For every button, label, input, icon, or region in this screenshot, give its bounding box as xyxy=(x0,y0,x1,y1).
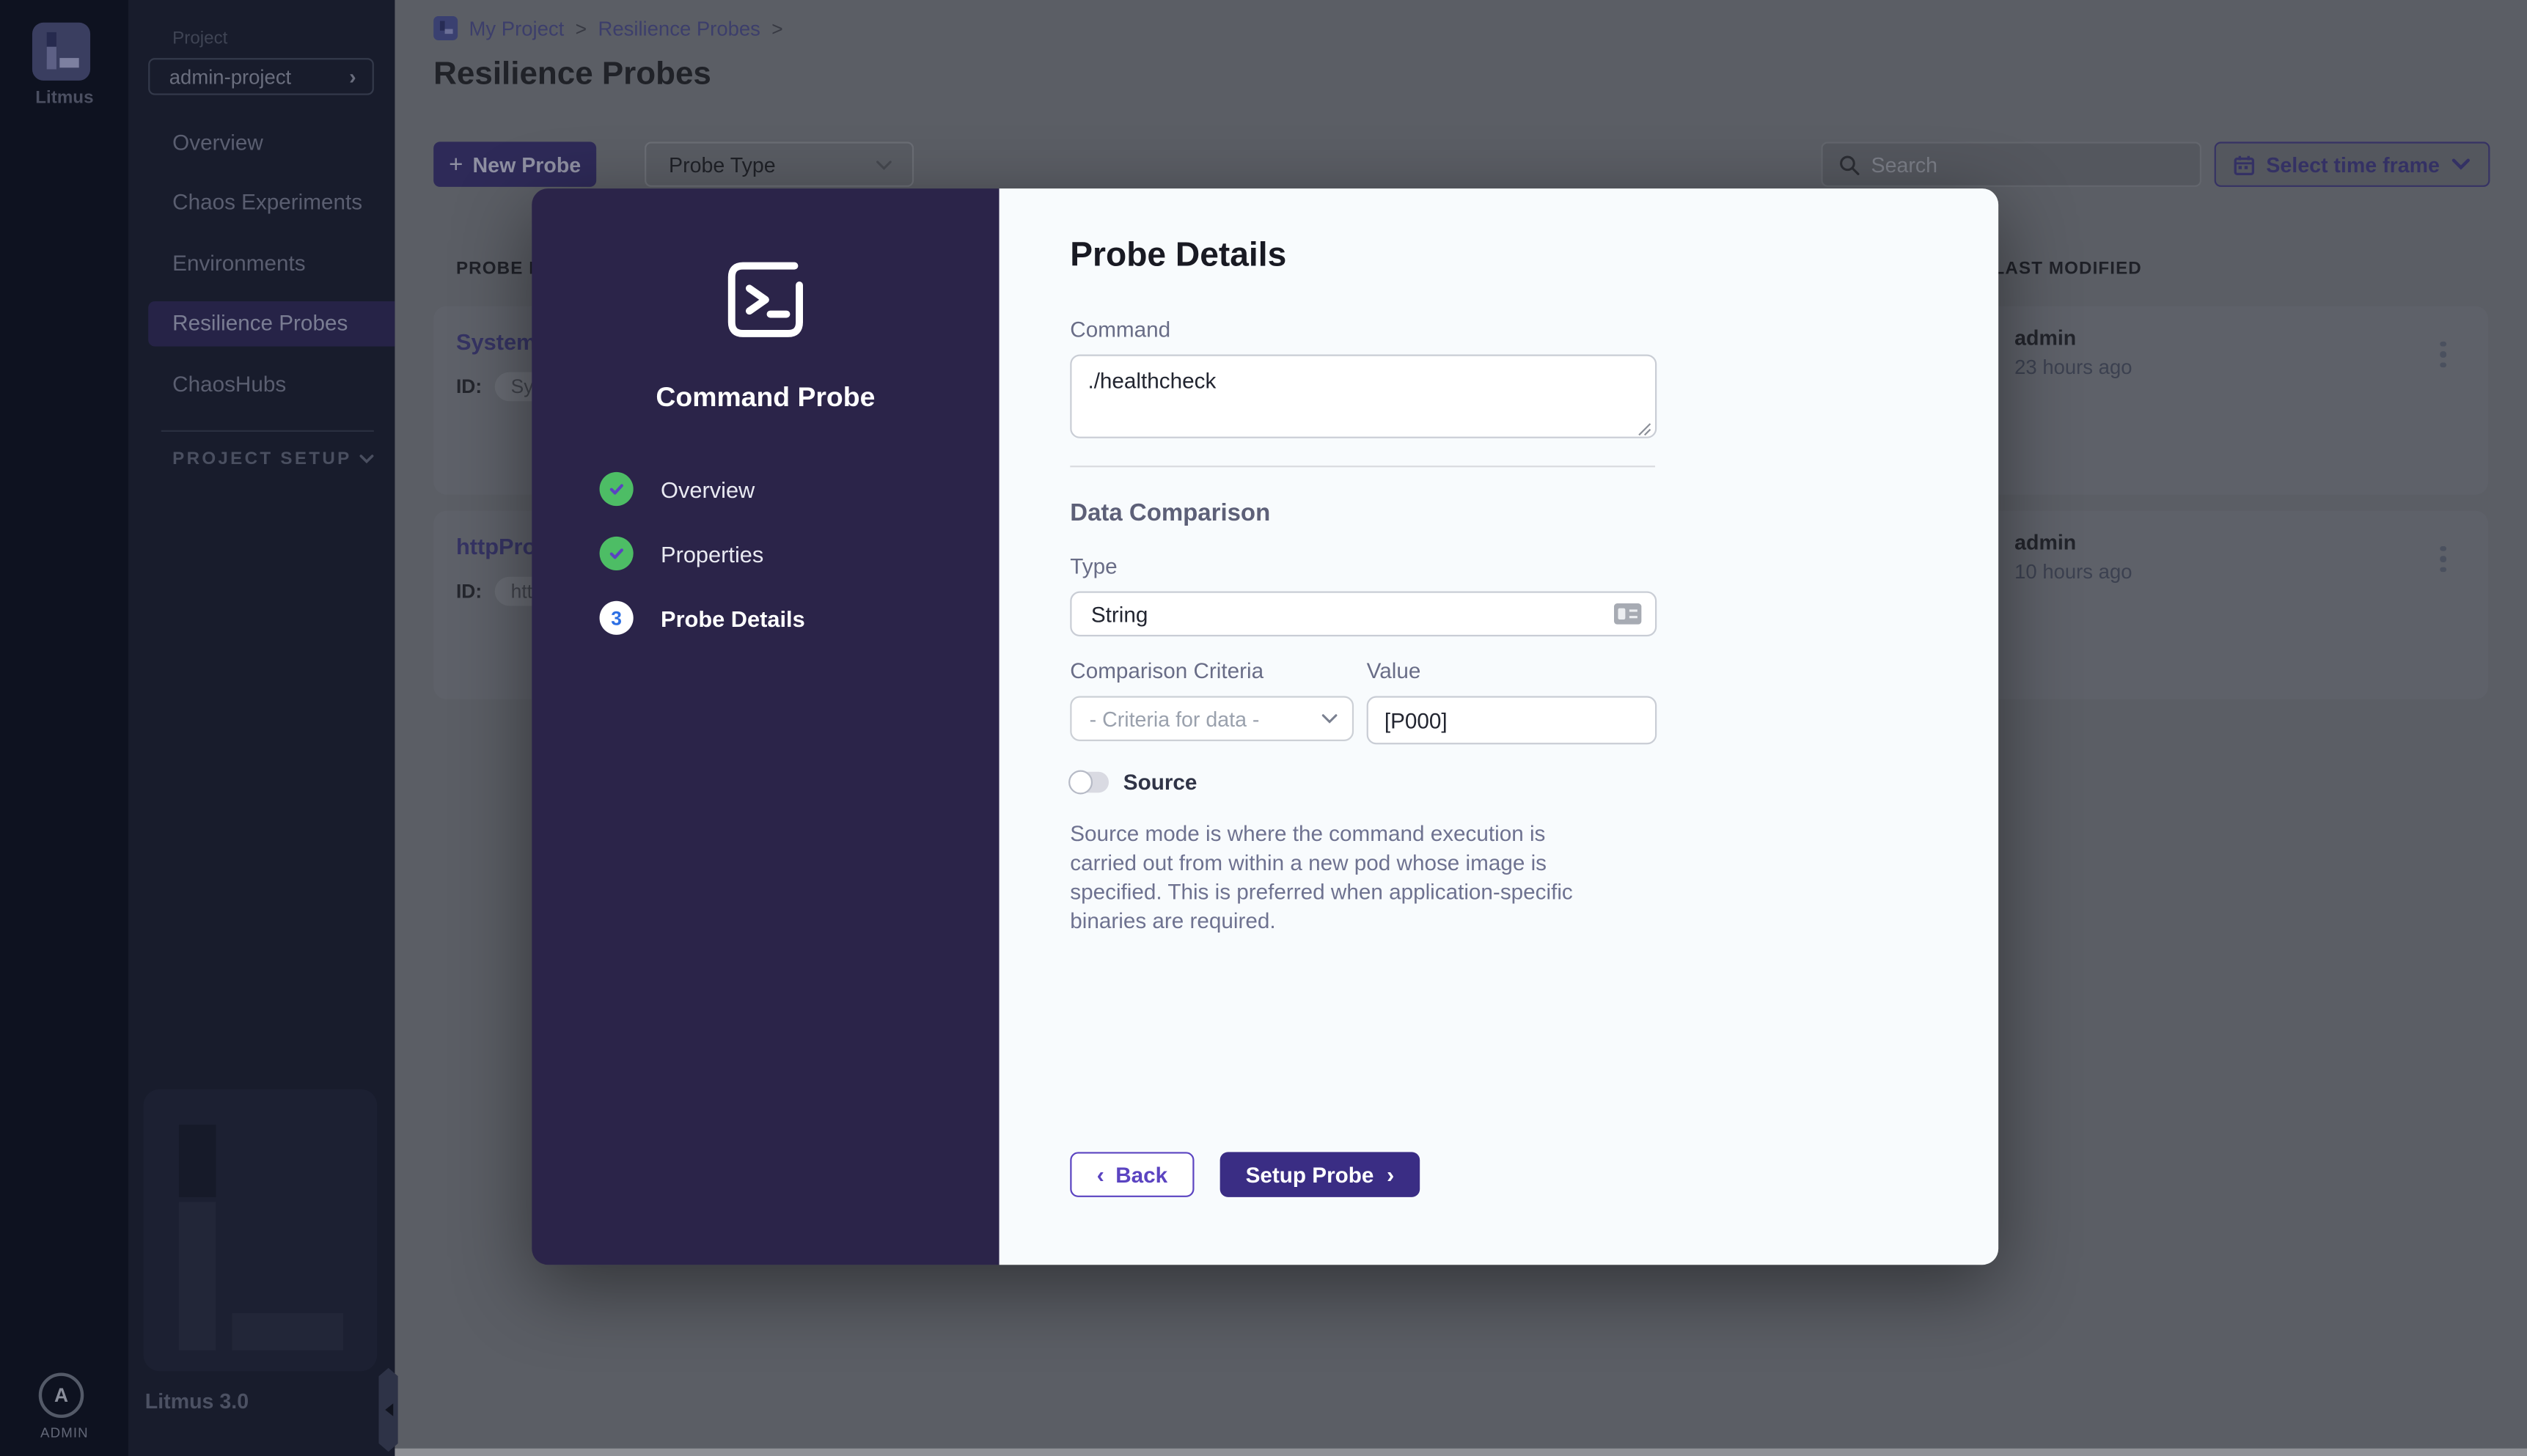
divider xyxy=(1070,466,1656,468)
sidebar-divider xyxy=(161,430,374,432)
source-toggle[interactable] xyxy=(1068,770,1110,795)
new-probe-button[interactable]: + New Probe xyxy=(433,141,597,187)
breadcrumb-home-link[interactable]: My Project xyxy=(469,17,565,40)
step-properties[interactable]: Properties xyxy=(599,536,1000,570)
chevron-down-icon xyxy=(1321,714,1338,724)
chevron-down-icon xyxy=(359,455,374,464)
breadcrumb: My Project > Resilience Probes > xyxy=(433,15,783,40)
logo-watermark xyxy=(143,1089,378,1372)
chevron-down-icon xyxy=(2451,158,2470,170)
value-label: Value xyxy=(1366,658,1421,683)
step-complete-icon xyxy=(599,471,634,507)
chevron-down-icon xyxy=(876,160,892,169)
modified-by: admin xyxy=(2014,325,2077,350)
search-icon xyxy=(1840,155,1860,174)
resize-handle-icon[interactable] xyxy=(1637,422,1652,437)
command-textarea[interactable]: ./healthcheck xyxy=(1070,354,1657,438)
sidebar: Project admin-project › Overview Chaos E… xyxy=(128,0,395,1456)
breadcrumb-separator: > xyxy=(771,17,783,40)
chevron-left-icon: ‹ xyxy=(1096,1161,1104,1188)
litmus-logo-label: Litmus xyxy=(35,88,94,109)
probe-name-link[interactable]: httpPro xyxy=(455,533,537,559)
modified-time: 23 hours ago xyxy=(2014,356,2132,379)
plus-icon: + xyxy=(449,150,463,178)
setup-probe-button[interactable]: Setup Probe › xyxy=(1220,1152,1420,1197)
sidebar-item-chaos-experiments[interactable]: Chaos Experiments xyxy=(172,190,363,215)
project-setup-toggle[interactable]: PROJECT SETUP xyxy=(172,449,374,469)
row-menu-button[interactable] xyxy=(2427,537,2460,582)
breadcrumb-separator: > xyxy=(575,17,587,40)
type-input[interactable]: String xyxy=(1070,591,1657,637)
back-button[interactable]: ‹ Back xyxy=(1070,1152,1195,1197)
step-overview[interactable]: Overview xyxy=(599,471,1000,507)
step-number-badge: 3 xyxy=(599,600,634,635)
time-frame-button[interactable]: Select time frame xyxy=(2214,141,2490,187)
step-probe-details[interactable]: 3 Probe Details xyxy=(599,600,1000,635)
source-description: Source mode is where the command executi… xyxy=(1070,821,1573,933)
chevron-right-icon: › xyxy=(349,64,356,89)
search-box xyxy=(1821,141,2202,187)
chevron-right-icon: › xyxy=(1386,1161,1395,1188)
probe-type-title: Command Probe xyxy=(656,381,876,413)
project-selector[interactable]: admin-project › xyxy=(148,58,374,95)
sidebar-collapse-handle[interactable] xyxy=(378,1367,398,1452)
column-header-last-modified: LAST MODIFIED xyxy=(1993,259,2142,279)
modified-by: admin xyxy=(2014,530,2077,555)
wizard-panel: Command Probe Overview Properties 3 Pr xyxy=(532,188,1000,1265)
horizontal-scrollbar[interactable] xyxy=(395,1448,2527,1456)
row-menu-button[interactable] xyxy=(2427,332,2460,378)
data-comparison-heading: Data Comparison xyxy=(1070,499,1271,527)
sidebar-item-resilience-probes[interactable]: Resilience Probes xyxy=(148,300,395,346)
search-input[interactable] xyxy=(1871,152,2184,177)
probe-details-panel: Probe Details Command ./healthcheck Data… xyxy=(999,188,1999,1265)
sidebar-item-overview[interactable]: Overview xyxy=(172,129,263,154)
page-title: Resilience Probes xyxy=(433,56,711,92)
source-label: Source xyxy=(1123,770,1198,795)
collapse-arrow-icon xyxy=(384,1403,393,1416)
breadcrumb-current-link[interactable]: Resilience Probes xyxy=(598,17,760,40)
calendar-icon xyxy=(2234,155,2255,174)
sidebar-item-environments[interactable]: Environments xyxy=(172,250,306,275)
form-title: Probe Details xyxy=(1070,237,1287,274)
project-label: Project xyxy=(172,29,228,48)
criteria-select[interactable]: - Criteria for data - xyxy=(1070,696,1354,741)
project-selector-value: admin-project xyxy=(169,65,292,88)
probe-name-link[interactable]: System xyxy=(455,328,537,355)
sidebar-item-chaoshubs[interactable]: ChaosHubs xyxy=(172,371,287,396)
value-input[interactable] xyxy=(1366,696,1657,745)
field-card-icon xyxy=(1613,603,1642,625)
user-role-label: ADMIN xyxy=(40,1424,89,1441)
version-label: Litmus 3.0 xyxy=(144,1389,249,1413)
litmus-logo-icon[interactable] xyxy=(32,22,91,81)
command-label: Command xyxy=(1070,317,1171,342)
step-complete-icon xyxy=(599,536,634,570)
breadcrumb-logo-icon xyxy=(433,15,458,40)
terminal-icon xyxy=(727,262,804,337)
id-label: ID: xyxy=(455,375,483,398)
probe-setup-modal: Command Probe Overview Properties 3 Pr xyxy=(532,188,1999,1265)
wizard-steps: Overview Properties 3 Probe Details xyxy=(599,471,1000,635)
sidebar-nav: Overview Chaos Experiments Environments … xyxy=(148,120,395,422)
probe-type-dropdown[interactable]: Probe Type xyxy=(645,141,914,187)
id-label: ID: xyxy=(455,580,483,603)
modified-time: 10 hours ago xyxy=(2014,560,2132,584)
user-avatar[interactable]: A xyxy=(38,1372,84,1418)
left-rail: Litmus A ADMIN xyxy=(0,0,129,1456)
criteria-label: Comparison Criteria xyxy=(1070,658,1264,683)
type-label: Type xyxy=(1070,554,1118,578)
